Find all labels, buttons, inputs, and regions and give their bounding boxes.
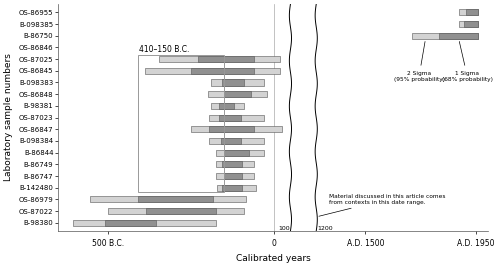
- Bar: [216, 161, 254, 167]
- Bar: [466, 9, 478, 15]
- Text: 2 Sigma
(95% probability): 2 Sigma (95% probability): [394, 41, 444, 82]
- Bar: [292, 44, 293, 50]
- Bar: [211, 80, 264, 85]
- Bar: [224, 150, 249, 156]
- Bar: [209, 115, 264, 121]
- Bar: [138, 55, 224, 192]
- Text: Material discussed in this article comes
from contexts in this date range.: Material discussed in this article comes…: [319, 194, 445, 216]
- Bar: [216, 173, 254, 179]
- Bar: [464, 21, 478, 27]
- Y-axis label: Laboratory sample numbers: Laboratory sample numbers: [4, 54, 13, 182]
- Text: 100: 100: [278, 226, 290, 231]
- Bar: [74, 220, 216, 226]
- X-axis label: Calibrated years: Calibrated years: [236, 254, 310, 263]
- Text: 1 Sigma
(68% probability): 1 Sigma (68% probability): [442, 41, 493, 82]
- Bar: [191, 68, 254, 74]
- Bar: [138, 196, 212, 202]
- Bar: [216, 150, 264, 156]
- Bar: [209, 126, 254, 132]
- Bar: [458, 9, 478, 15]
- Bar: [439, 33, 478, 39]
- Bar: [198, 56, 254, 62]
- Bar: [211, 103, 244, 109]
- Bar: [218, 185, 256, 191]
- Bar: [219, 103, 234, 109]
- Bar: [108, 208, 244, 214]
- Bar: [458, 21, 478, 27]
- Text: 410–150 B.C.: 410–150 B.C.: [139, 45, 189, 54]
- Bar: [292, 44, 294, 50]
- Bar: [224, 173, 242, 179]
- Bar: [222, 185, 242, 191]
- Bar: [222, 161, 242, 167]
- Bar: [144, 68, 280, 74]
- Bar: [219, 115, 240, 121]
- Bar: [146, 208, 216, 214]
- Bar: [208, 91, 267, 97]
- Bar: [222, 80, 244, 85]
- Text: 1200: 1200: [317, 226, 332, 231]
- Bar: [224, 91, 250, 97]
- Bar: [290, 0, 316, 234]
- Bar: [412, 33, 478, 39]
- Bar: [191, 126, 282, 132]
- Bar: [90, 196, 246, 202]
- Bar: [221, 138, 240, 144]
- Bar: [160, 56, 280, 62]
- Bar: [105, 220, 156, 226]
- Bar: [209, 138, 264, 144]
